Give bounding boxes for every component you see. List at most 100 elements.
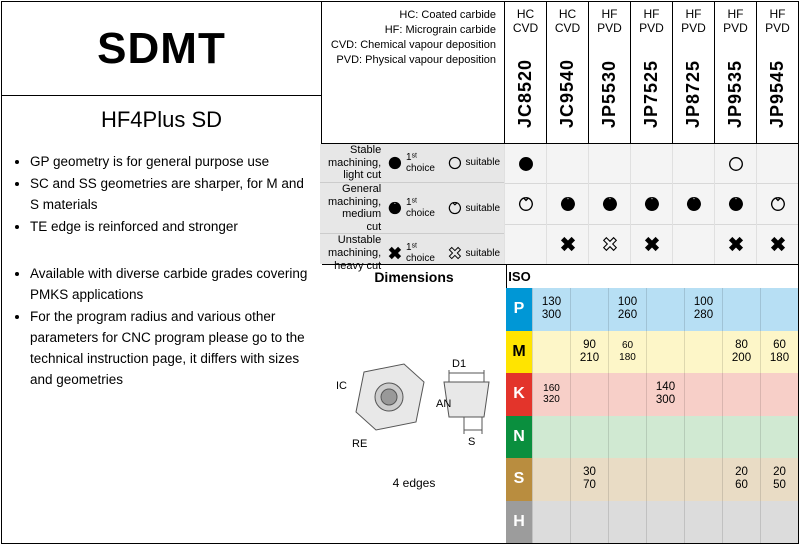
grade-code: JP5530	[589, 44, 630, 143]
iso-cell	[608, 373, 646, 416]
iso-cell: 100260	[608, 288, 646, 331]
bullet: For the program radius and various other…	[30, 307, 308, 391]
iso-row: M90210601808020060180	[506, 331, 798, 374]
grade-code: JC8520	[505, 44, 546, 143]
middle-row: GP geometry is for general purpose useSC…	[2, 144, 798, 264]
selection-area: Stable machining,light cut1ˢᵗ choicesuit…	[320, 144, 798, 264]
bottom-row: Available with diverse carbide grades co…	[2, 264, 798, 543]
iso-cell: 130300	[532, 288, 570, 331]
dim-label-ic: IC	[336, 380, 347, 392]
iso-cell	[570, 416, 608, 459]
series-name: HF4Plus SD	[2, 96, 321, 144]
iso-cell	[760, 501, 798, 544]
iso-cell: 60180	[608, 331, 646, 374]
selection-cell	[589, 144, 630, 183]
iso-cell	[532, 416, 570, 459]
series-name-text: HF4Plus SD	[101, 107, 222, 133]
selection-column	[672, 144, 714, 264]
selection-cell	[631, 144, 672, 183]
iso-cell	[722, 416, 760, 459]
iso-material-label: M	[506, 331, 532, 374]
iso-row: K160320140300	[506, 373, 798, 416]
iso-row: S307020602050	[506, 458, 798, 501]
grade-type: HFPVD	[589, 2, 630, 44]
feature-bullets: GP geometry is for general purpose useSC…	[2, 144, 320, 264]
selection-cell	[673, 183, 714, 223]
legend-line: CVD: Chemical vapour deposition	[322, 38, 496, 53]
selection-cell	[505, 183, 546, 223]
grade-column: HFPVDJP5530	[588, 2, 630, 143]
selection-cell	[631, 183, 672, 223]
iso-cell: 60180	[760, 331, 798, 374]
selection-column	[546, 144, 588, 264]
grade-code: JC9540	[547, 44, 588, 143]
iso-cell: 2060	[722, 458, 760, 501]
selection-label: General machining,medium cut	[328, 183, 387, 234]
bullet: TE edge is reinforced and stronger	[30, 217, 306, 238]
iso-cell	[684, 416, 722, 459]
selection-cell	[715, 183, 756, 223]
legend-line: PVD: Physical vapour deposition	[322, 53, 496, 68]
iso-cell	[570, 501, 608, 544]
iso-cell	[570, 288, 608, 331]
iso-cell	[646, 501, 684, 544]
selection-legend-row: Stable machining,light cut1ˢᵗ choicesuit…	[320, 144, 504, 182]
selection-column	[588, 144, 630, 264]
iso-cell: 3070	[570, 458, 608, 501]
feature-bullets-cont: Available with diverse carbide grades co…	[2, 264, 322, 543]
grade-code: JP8725	[673, 44, 714, 143]
dimensions-header: Dimensions	[322, 264, 506, 288]
iso-cell	[646, 416, 684, 459]
selection-cell	[757, 183, 798, 223]
iso-cell	[646, 288, 684, 331]
iso-row: H	[506, 501, 798, 544]
grade-type: HCCVD	[547, 2, 588, 44]
selection-cell	[547, 144, 588, 183]
iso-material-label: P	[506, 288, 532, 331]
grade-code: JP9535	[715, 44, 756, 143]
selection-cell	[547, 183, 588, 223]
iso-cell	[760, 416, 798, 459]
iso-material-label: N	[506, 416, 532, 459]
diagram-labels: IC RE D1 AN S	[334, 342, 494, 472]
grade-column: HFPVDJP7525	[630, 2, 672, 143]
selection-cell	[757, 144, 798, 183]
insert-code-text: SDMT	[97, 24, 226, 74]
grade-column: HCCVDJC8520	[504, 2, 546, 143]
iso-material-label: S	[506, 458, 532, 501]
selection-column	[756, 144, 798, 264]
iso-cell: 160320	[532, 373, 570, 416]
dim-label-d1: D1	[452, 358, 466, 370]
bullet: Available with diverse carbide grades co…	[30, 264, 308, 306]
iso-cell	[532, 501, 570, 544]
iso-cell	[608, 416, 646, 459]
iso-cell	[684, 501, 722, 544]
iso-cell	[722, 373, 760, 416]
insert-code: SDMT	[2, 2, 321, 96]
selection-cell	[505, 224, 546, 264]
iso-cell	[646, 331, 684, 374]
grade-type: HFPVD	[631, 2, 672, 44]
grade-type: HFPVD	[757, 2, 798, 44]
header-row: SDMT HF4Plus SD HC: Coated carbide HF: M…	[2, 2, 798, 144]
iso-rows: P130300100260100280M90210601808020060180…	[506, 288, 798, 543]
selection-cell	[715, 144, 756, 183]
iso-row: P130300100260100280	[506, 288, 798, 331]
iso-cell	[646, 458, 684, 501]
iso-cell	[722, 288, 760, 331]
selection-column	[714, 144, 756, 264]
grade-columns: HCCVDJC8520HCCVDJC9540HFPVDJP5530HFPVDJP…	[504, 2, 798, 143]
iso-cell	[570, 373, 608, 416]
header-right: HC: Coated carbide HF: Micrograin carbid…	[322, 2, 798, 144]
grade-column: HFPVDJP8725	[672, 2, 714, 143]
grade-column: HFPVDJP9535	[714, 2, 756, 143]
dim-label-re: RE	[352, 438, 367, 450]
selection-column	[630, 144, 672, 264]
selection-legend-row: General machining,medium cut1ˢᵗ choicesu…	[320, 182, 504, 234]
iso-panel: ISO P130300100260100280M9021060180802006…	[506, 264, 798, 543]
iso-cell	[684, 331, 722, 374]
iso-cell	[608, 501, 646, 544]
title-column: SDMT HF4Plus SD	[2, 2, 322, 144]
selection-cell	[673, 144, 714, 183]
iso-cell	[684, 373, 722, 416]
